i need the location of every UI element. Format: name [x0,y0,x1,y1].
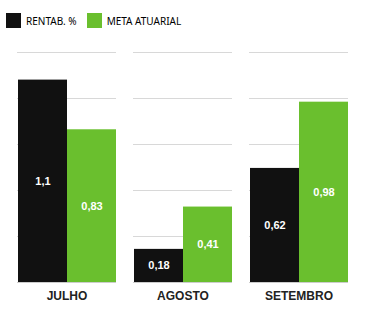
svg-text:0,98: 0,98 [313,186,334,198]
svg-text:0,18: 0,18 [148,259,169,271]
svg-text:0,41: 0,41 [197,238,218,250]
html-text:RENTAB. %: RENTAB. % [26,13,77,28]
html-text:META ATUARIAL: META ATUARIAL [106,13,182,28]
svg-text:0,62: 0,62 [264,219,285,231]
svg-text:JULHO: JULHO [47,289,88,303]
svg-text:0,83: 0,83 [81,200,102,212]
svg-text:AGOSTO: AGOSTO [157,289,209,303]
svg-text:SETEMBRO: SETEMBRO [265,289,333,303]
svg-text:1,1: 1,1 [35,175,50,187]
